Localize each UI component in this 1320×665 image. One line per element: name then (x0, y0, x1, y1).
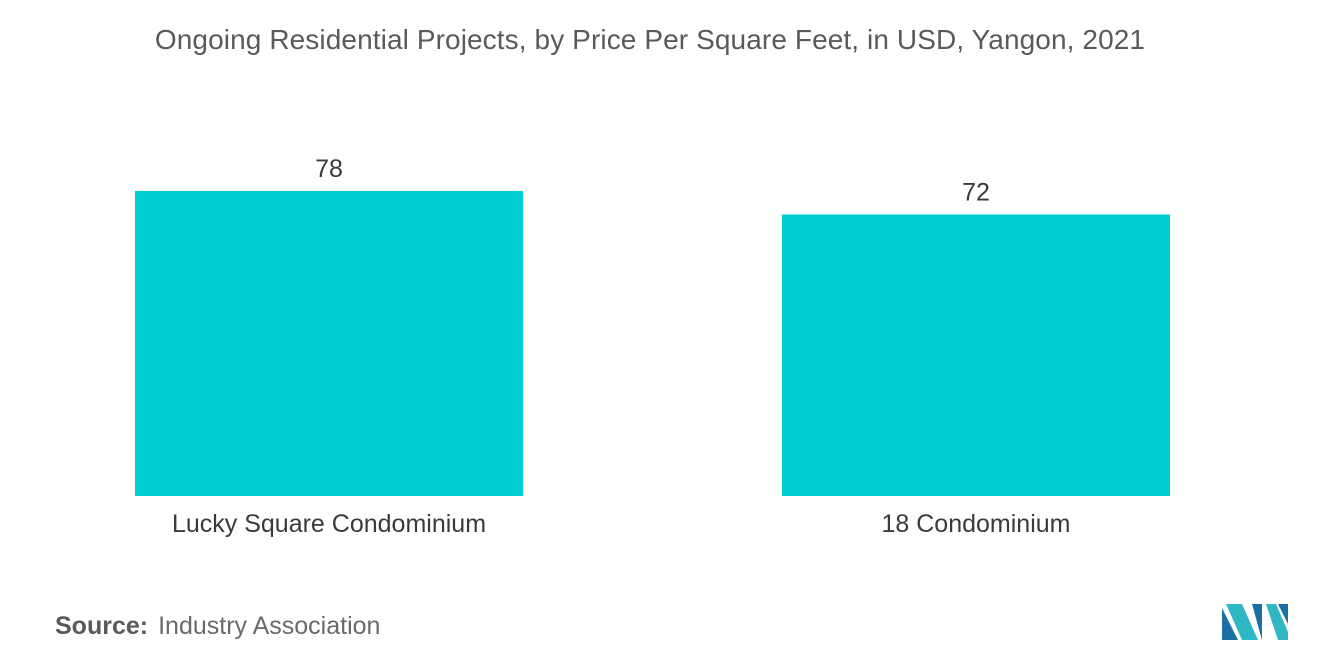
value-label-0: 78 (315, 155, 343, 183)
category-labels-layer: Lucky Square Condominium 18 Condominium (172, 510, 1071, 538)
value-label-1: 72 (962, 178, 990, 206)
source-label: Source: (55, 612, 149, 640)
source-note: Source: Industry Association (55, 612, 380, 641)
chart-title: Ongoing Residential Projects, by Price P… (154, 24, 1146, 55)
category-label-0: Lucky Square Condominium (172, 510, 486, 538)
bar-0 (135, 191, 523, 496)
brand-logo-icon (1222, 604, 1288, 640)
source-text: Industry Association (158, 612, 381, 640)
value-labels-layer: 78 72 (315, 155, 990, 206)
bar-1 (782, 214, 1170, 496)
bars-layer (135, 191, 1170, 496)
category-label-1: 18 Condominium (882, 510, 1071, 538)
